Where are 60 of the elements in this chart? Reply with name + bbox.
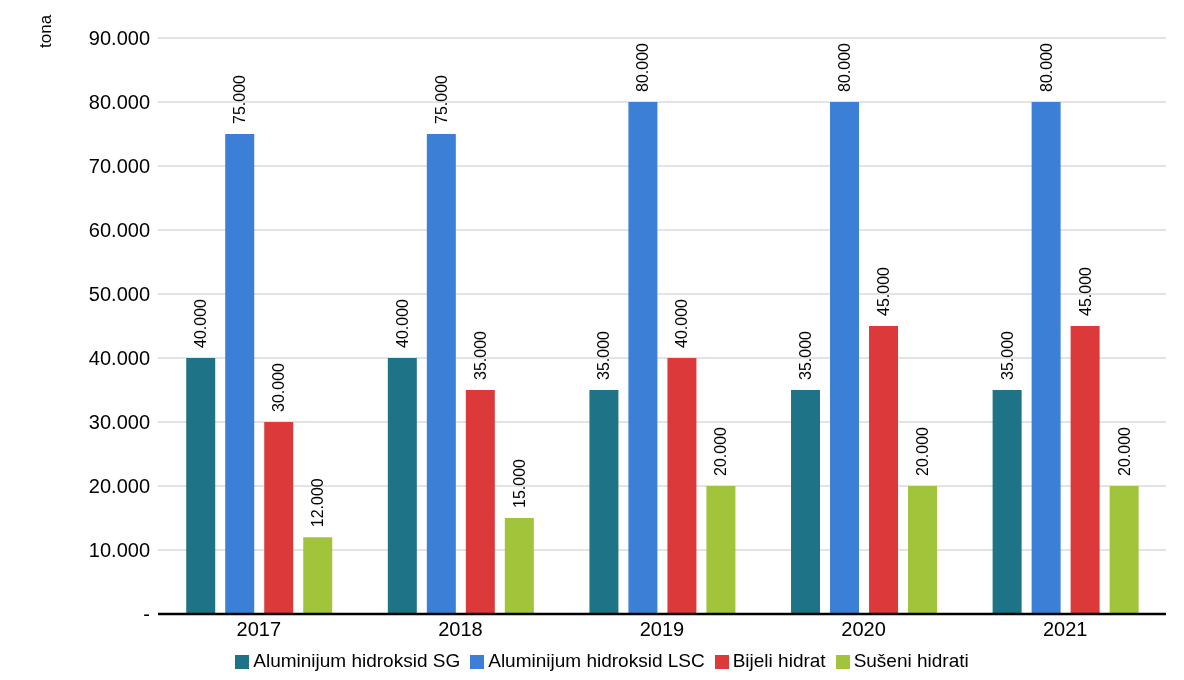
bar — [264, 422, 294, 614]
y-tick-label: 60.000 — [88, 219, 150, 242]
data-label: 15.000 — [510, 458, 528, 508]
y-tick-label: - — [143, 603, 150, 626]
bar — [465, 390, 495, 614]
bar — [869, 326, 899, 614]
bar — [1109, 486, 1139, 614]
bar — [992, 390, 1022, 614]
data-label: 12.000 — [309, 478, 327, 528]
data-label: 40.000 — [393, 298, 411, 348]
legend-label: Bijeli hidrat — [732, 650, 826, 671]
data-label: 35.000 — [471, 330, 489, 380]
data-label: 35.000 — [998, 330, 1016, 380]
data-label: 80.000 — [634, 42, 652, 92]
legend-label: Aluminijum hidroksid SG — [253, 650, 461, 671]
data-label: 20.000 — [712, 426, 730, 476]
bar — [908, 486, 938, 614]
y-tick-label: 80.000 — [88, 91, 150, 114]
x-tick-label: 2020 — [841, 618, 886, 641]
data-label: 45.000 — [875, 266, 893, 316]
data-label: 75.000 — [231, 74, 249, 124]
data-label: 35.000 — [797, 330, 815, 380]
y-tick-label: 70.000 — [88, 155, 150, 178]
y-tick-label: 10.000 — [88, 539, 150, 562]
y-tick-label: 40.000 — [88, 347, 150, 370]
bar — [706, 486, 736, 614]
data-label: 30.000 — [270, 362, 288, 412]
data-label: 40.000 — [673, 298, 691, 348]
data-label: 75.000 — [432, 74, 450, 124]
legend-label: Sušeni hidrati — [853, 650, 969, 671]
y-tick-label: 20.000 — [88, 475, 150, 498]
bar — [830, 102, 860, 614]
data-label: 80.000 — [1037, 42, 1055, 92]
data-label: 80.000 — [836, 42, 854, 92]
bar — [589, 390, 619, 614]
x-tick-label: 2017 — [236, 618, 282, 641]
data-label: 35.000 — [595, 330, 613, 380]
bar — [667, 358, 697, 614]
data-label: 45.000 — [1076, 266, 1094, 316]
y-tick-label: 30.000 — [88, 411, 150, 434]
legend-label: Aluminijum hidroksid LSC — [488, 650, 705, 671]
bar — [186, 358, 216, 614]
bar — [387, 358, 417, 614]
data-label: 20.000 — [914, 426, 932, 476]
bar — [791, 390, 821, 614]
y-tick-label: 90.000 — [88, 27, 150, 50]
data-label: 40.000 — [192, 298, 210, 348]
bar — [225, 134, 255, 614]
y-tick-label: 50.000 — [88, 283, 150, 306]
x-tick-label: 2018 — [438, 618, 483, 641]
bar — [1070, 326, 1100, 614]
y-axis-title: tona — [36, 14, 55, 48]
bar — [303, 537, 333, 614]
bar — [628, 102, 658, 614]
x-tick-label: 2019 — [639, 618, 685, 641]
bar — [426, 134, 456, 614]
bar — [1031, 102, 1061, 614]
bar — [504, 518, 534, 614]
data-label: 20.000 — [1115, 426, 1133, 476]
x-tick-label: 2021 — [1042, 618, 1088, 641]
